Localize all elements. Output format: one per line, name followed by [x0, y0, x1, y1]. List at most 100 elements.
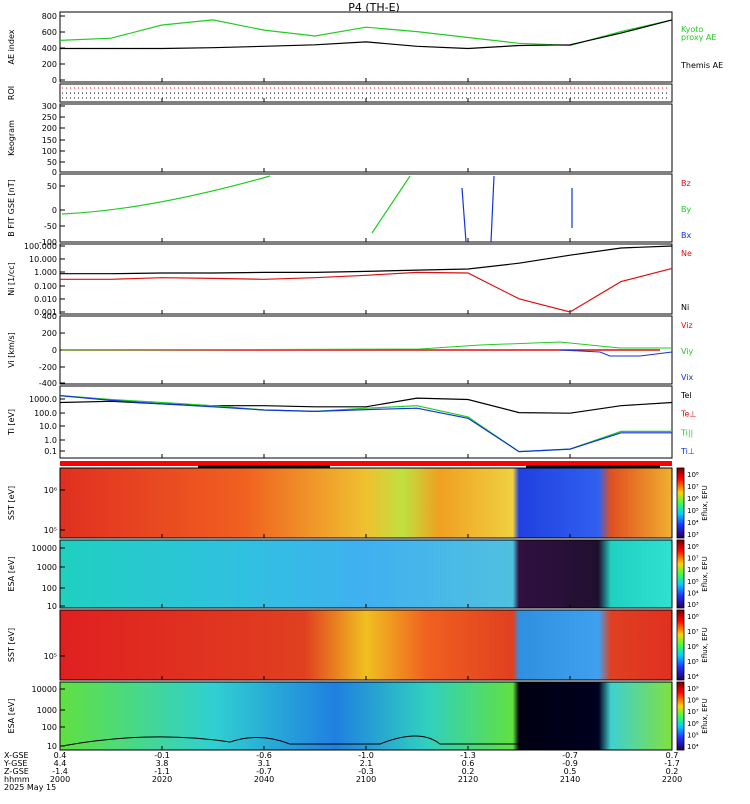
- ephemeris-value: -0.7: [562, 751, 578, 760]
- mode-strip-black: [526, 465, 660, 468]
- legend-temperature-0: Tel: [680, 391, 692, 400]
- legend-bfield-0: Bz: [681, 179, 691, 188]
- viy-trace: [61, 341, 672, 351]
- cbar-tick: 10⁵: [687, 658, 699, 666]
- ytick-label: 10⁵: [44, 526, 57, 535]
- legend-ae-2: Themis AE: [680, 61, 723, 70]
- ephemeris-value: -1.4: [52, 767, 68, 776]
- legend-density-0: Ne: [681, 249, 692, 258]
- ytick-label: 10.000: [29, 255, 57, 264]
- ytick-label: 150: [42, 136, 57, 145]
- colorbar-sst-elec: [676, 609, 685, 681]
- ytick-label: 1000: [37, 706, 57, 715]
- cbar-label-sst-elec: Eflux, EFU: [701, 627, 709, 662]
- ytick-label: 0.001: [34, 308, 57, 317]
- legend-density-1: Ni: [681, 303, 689, 312]
- legend-bfield-2: Bx: [681, 231, 691, 240]
- cbar-tick: 10⁹: [687, 685, 699, 693]
- ephemeris-label: X-GSE: [4, 751, 29, 760]
- panel-frame: [59, 11, 673, 83]
- ytick-label: 0.1: [44, 447, 57, 456]
- plot-title: P4 (TH-E): [348, 1, 400, 14]
- cbar-tick: 10⁸: [687, 543, 699, 551]
- legend-velocity-0: Viz: [681, 321, 693, 330]
- cbar-tick: 10⁴: [687, 589, 699, 597]
- ephemeris-label: hhmm: [4, 775, 30, 784]
- spectrogram-esa-ion: [60, 540, 672, 608]
- series-line-temperature-6: [59, 395, 672, 453]
- ytick-label: 200: [42, 124, 57, 133]
- ephemeris-value: -1.1: [154, 767, 170, 776]
- ephemeris-value: 2020: [152, 775, 172, 784]
- ylabel-roi: ROI: [7, 86, 16, 100]
- panel-frame: [59, 385, 673, 459]
- ytick-label: 600: [42, 28, 57, 37]
- panel-esa-elec: ESA [eV] 10000 1000 100 10 10⁹ 10⁸ 10⁷ 10⁶ 10⁵ 10⁴…: [7, 681, 709, 751]
- ephemeris-value: 0.4: [54, 751, 67, 760]
- ylabel-esa-ion: ESA [eV]: [7, 557, 16, 592]
- ephemeris-value: 2.1: [360, 759, 373, 768]
- ephemeris-value: -0.6: [256, 751, 272, 760]
- legend-ae-1: proxy AE: [681, 33, 716, 42]
- cbar-tick: 10⁵: [687, 578, 699, 586]
- series-line-density-3: [60, 267, 673, 313]
- series-line-ae-1: [60, 19, 673, 50]
- ytick-label: 0: [52, 206, 57, 215]
- colorbar-sst-ion: [676, 467, 685, 539]
- ytick-label: 1.000: [34, 268, 57, 277]
- cbar-tick: 10⁴: [687, 519, 699, 527]
- vix-trace: [559, 349, 673, 357]
- ytick-label: 250: [42, 113, 57, 122]
- legend-ae-0: Kyoto: [681, 25, 703, 34]
- ylabel-sst-elec: SST [eV]: [7, 628, 16, 662]
- cbar-tick: 10⁵: [687, 731, 699, 739]
- ephemeris-value: 0.2: [666, 767, 679, 776]
- ylabel-temperature: Ti [eV]: [7, 409, 16, 436]
- ytick-label: 10: [47, 602, 57, 611]
- colorbar-esa-ion: [676, 539, 685, 609]
- ytick-label: 10000: [32, 544, 57, 553]
- ytick-label: -100: [39, 238, 57, 247]
- ephemeris-value: 0.5: [564, 767, 577, 776]
- ytick-label: 10⁶: [44, 486, 57, 495]
- ephemeris-label: Y-GSE: [3, 759, 27, 768]
- ytick-label: 50: [47, 158, 57, 167]
- colorbar-esa-elec: [676, 681, 685, 751]
- series-line-ae-0: [59, 19, 673, 47]
- ytick-label: -50: [44, 222, 57, 231]
- ephemeris-value: 4.4: [54, 759, 67, 768]
- ephemeris-value: 2200: [662, 775, 682, 784]
- ytick-label: 100: [42, 723, 57, 732]
- ytick-label: 1000: [37, 563, 57, 572]
- cbar-tick: 10⁶: [687, 495, 699, 503]
- ylabel-density: Ni [1/cc]: [7, 262, 16, 296]
- by-trace: [371, 175, 411, 234]
- ytick-label: 100: [42, 584, 57, 593]
- cbar-tick: 10³: [687, 531, 699, 539]
- ytick-label: 10.0: [39, 422, 57, 431]
- ytick-label: -400: [39, 379, 57, 388]
- cbar-label-esa-elec: Eflux, EFU: [701, 698, 709, 733]
- ephemeris-value: -0.9: [562, 759, 578, 768]
- ephemeris-value: 3.1: [258, 759, 271, 768]
- spectrogram-sst-elec: [60, 610, 672, 680]
- panel-frame: [59, 243, 673, 315]
- ephemeris-value: -0.7: [256, 767, 272, 776]
- ylabel-ae: AE index: [7, 29, 16, 64]
- ytick-label: 10000: [32, 685, 57, 694]
- ytick-label: 800: [42, 12, 57, 21]
- ephemeris-value: 2140: [560, 775, 580, 784]
- ephemeris-value: 2120: [458, 775, 478, 784]
- mode-strip-black: [198, 465, 330, 468]
- ylabel-keogram: Keogram: [7, 120, 16, 156]
- legend-temperature-3: Ti⊥: [680, 447, 695, 456]
- panel-frame: [59, 103, 673, 173]
- ytick-label: 0: [52, 76, 57, 85]
- series-line-density-2: [60, 245, 673, 275]
- ytick-label: 400: [42, 44, 57, 53]
- cbar-tick: 10⁸: [687, 471, 699, 479]
- cbar-tick: 10⁸: [687, 613, 699, 621]
- ephemeris-value: -0.1: [154, 751, 170, 760]
- cbar-tick: 10⁴: [687, 673, 699, 681]
- ytick-label: 100.000: [24, 242, 57, 251]
